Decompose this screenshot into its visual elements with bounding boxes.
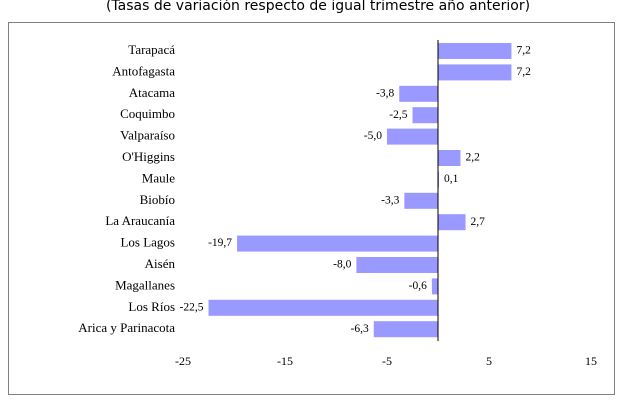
value-label: -19,7 <box>208 237 232 249</box>
value-label: 7,2 <box>516 66 531 78</box>
value-label: -6,3 <box>351 323 369 335</box>
x-tick-label: -5 <box>382 354 392 368</box>
chart-frame <box>8 22 615 395</box>
y-tick-label: Tarapacá <box>128 42 175 57</box>
bar <box>438 43 512 59</box>
value-label: 2,2 <box>465 152 480 164</box>
y-tick-label: Aisén <box>145 256 176 271</box>
bar <box>387 128 438 145</box>
value-label: -2,5 <box>389 109 407 121</box>
bar <box>404 192 438 209</box>
y-tick-label: Coquimbo <box>120 106 175 121</box>
x-tick-label: 15 <box>585 354 597 368</box>
chart-subtitle: (Tasas de variación respecto de igual tr… <box>106 0 530 14</box>
bar <box>356 257 438 273</box>
y-tick-label: O'Higgins <box>122 149 175 164</box>
y-tick-label: La Araucanía <box>105 213 175 228</box>
bar <box>438 150 461 166</box>
value-label: -3,8 <box>376 87 394 99</box>
bar <box>399 85 438 102</box>
bar <box>237 235 438 252</box>
value-label: 2,7 <box>471 216 486 228</box>
y-tick-label: Biobío <box>140 192 175 207</box>
y-tick-label: Los Ríos <box>128 299 175 314</box>
value-label: -5,0 <box>364 130 382 142</box>
bar <box>438 214 466 231</box>
x-tick-label: -25 <box>175 354 191 368</box>
bar <box>412 107 438 124</box>
value-label: -3,3 <box>381 194 399 206</box>
bar <box>438 64 512 81</box>
y-tick-label: Arica y Parinacota <box>78 320 175 335</box>
y-tick-label: Maule <box>142 170 175 185</box>
y-tick-label: Atacama <box>129 85 175 100</box>
value-label: -0,6 <box>409 280 427 292</box>
bar <box>208 299 438 316</box>
value-label: -8,0 <box>333 259 351 271</box>
y-tick-label: Valparaíso <box>120 128 175 143</box>
bar <box>438 171 440 188</box>
value-label: -22,5 <box>180 301 204 313</box>
y-tick-label: Antofagasta <box>112 63 175 78</box>
y-tick-label: Magallanes <box>115 277 175 292</box>
x-tick-label: 5 <box>486 354 492 368</box>
value-label: 0,1 <box>444 173 459 185</box>
value-label: 7,2 <box>516 45 531 57</box>
bar <box>431 278 438 295</box>
x-tick-label: -15 <box>277 354 293 368</box>
y-tick-label: Los Lagos <box>120 235 175 250</box>
bar <box>373 321 438 338</box>
